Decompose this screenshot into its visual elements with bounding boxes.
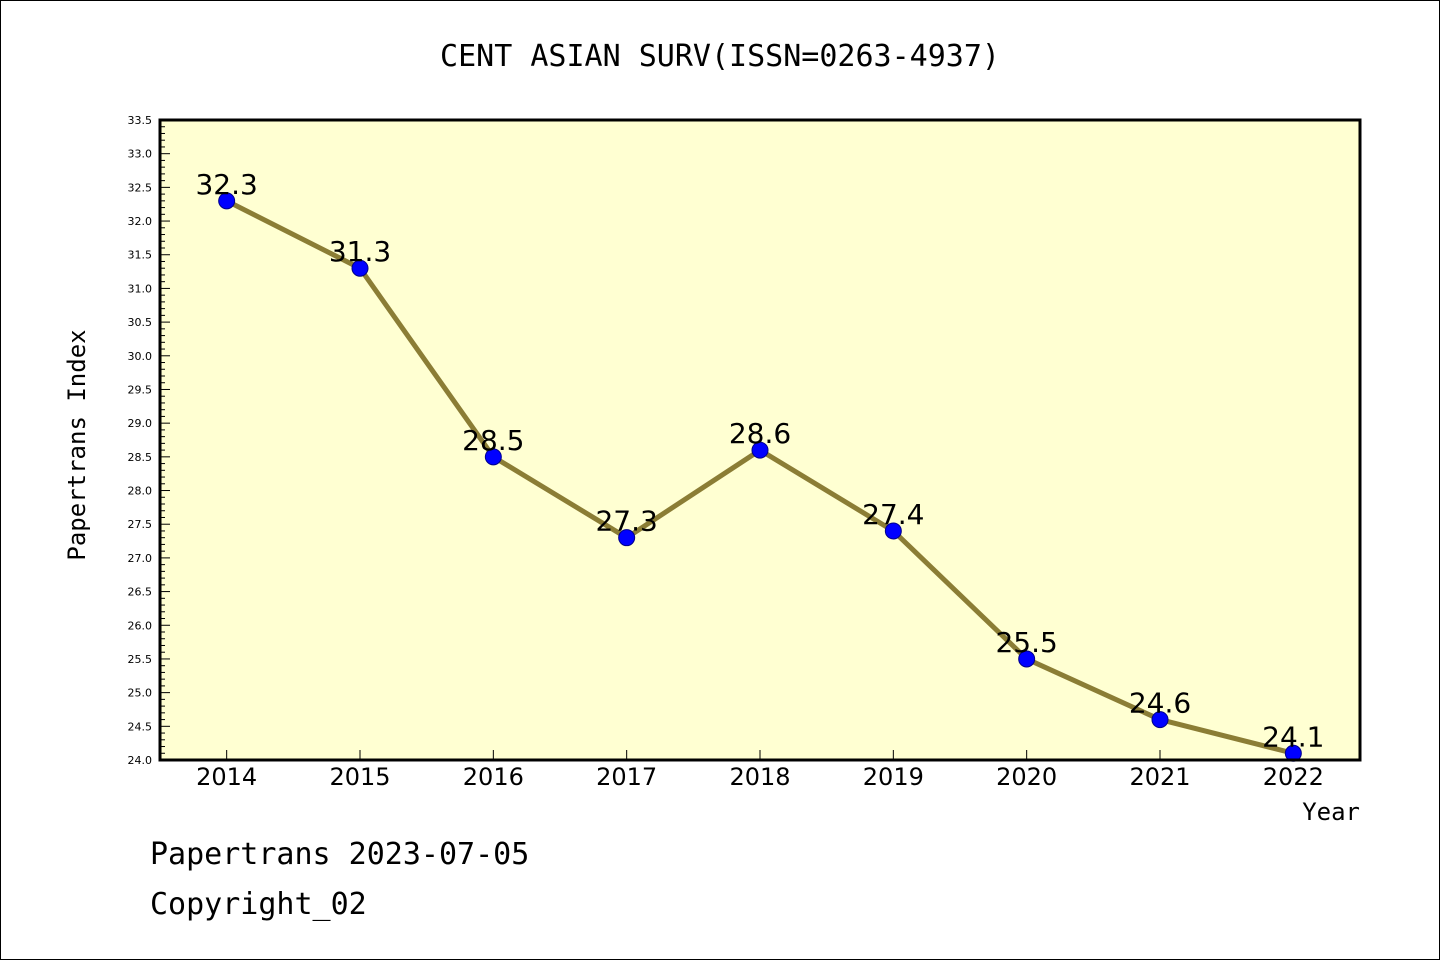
x-axis-label: Year	[1302, 798, 1360, 826]
x-tick-label: 2020	[996, 763, 1057, 791]
x-tick-label: 2018	[729, 763, 790, 791]
x-tick-label: 2021	[1129, 763, 1190, 791]
y-tick-label: 32.5	[128, 181, 153, 194]
y-tick-label: 27.0	[128, 552, 153, 565]
y-tick-label: 28.0	[128, 485, 153, 498]
y-tick-label: 33.0	[128, 148, 153, 161]
footer-date: Papertrans 2023-07-05	[150, 837, 529, 872]
data-label: 24.6	[1129, 687, 1191, 720]
footer-copyright: Copyright_02	[150, 887, 367, 922]
y-tick-label: 27.5	[128, 518, 153, 531]
x-tick-label: 2022	[1263, 763, 1324, 791]
x-tick-label: 2014	[196, 763, 257, 791]
y-tick-label: 31.5	[128, 249, 153, 262]
data-point	[1151, 711, 1169, 729]
data-label: 24.1	[1262, 720, 1324, 753]
x-tick-label: 2019	[863, 763, 924, 791]
y-tick-label: 29.0	[128, 417, 153, 430]
y-tick-label: 24.5	[128, 720, 153, 733]
chart-title: CENT ASIAN SURV(ISSN=0263-4937)	[440, 39, 1000, 74]
y-tick-label: 28.5	[128, 451, 153, 464]
x-axis-ticks: 2014 2015 2016 2017 2018 2019 2020 2021 2022	[196, 750, 1324, 791]
y-tick-label: 26.0	[128, 619, 153, 632]
y-tick-label: 25.5	[128, 653, 153, 666]
y-tick-label: 29.5	[128, 383, 153, 396]
y-tick-label: 31.0	[128, 282, 153, 295]
data-point	[1018, 650, 1036, 668]
data-label: 28.5	[462, 424, 524, 457]
y-tick-label: 25.0	[128, 687, 153, 700]
data-point	[218, 192, 236, 210]
y-axis-ticks: 24.0 24.5 25.0 25.5 26.0 26.5 27.0 27.5 28.0 28.5…	[128, 114, 170, 767]
x-tick-label: 2015	[329, 763, 390, 791]
data-label: 25.5	[995, 626, 1057, 659]
y-tick-label: 24.0	[128, 754, 153, 767]
y-tick-label: 32.0	[128, 215, 153, 228]
series-layer: 32.3 31.3 28.5 27.3 28.6 27.4 25.5 24.6 24.1	[195, 168, 1325, 762]
plot-area	[160, 120, 1360, 760]
data-label: 27.3	[595, 505, 657, 538]
data-point	[484, 448, 502, 466]
x-tick-label: 2017	[596, 763, 657, 791]
data-point	[618, 529, 636, 547]
y-tick-label: 30.0	[128, 350, 153, 363]
data-label: 27.4	[862, 498, 924, 531]
data-label: 28.6	[729, 417, 791, 450]
y-tick-label: 30.5	[128, 316, 153, 329]
data-label: 32.3	[195, 168, 257, 201]
y-axis-label: Papertrans Index	[63, 329, 91, 560]
x-tick-label: 2016	[463, 763, 524, 791]
plot-border	[158, 118, 1362, 762]
y-tick-label: 26.5	[128, 586, 153, 599]
y-tick-label: 33.5	[128, 114, 153, 127]
data-label: 31.3	[329, 235, 391, 268]
data-point	[351, 259, 369, 277]
data-point	[751, 441, 769, 459]
data-point	[884, 522, 902, 540]
